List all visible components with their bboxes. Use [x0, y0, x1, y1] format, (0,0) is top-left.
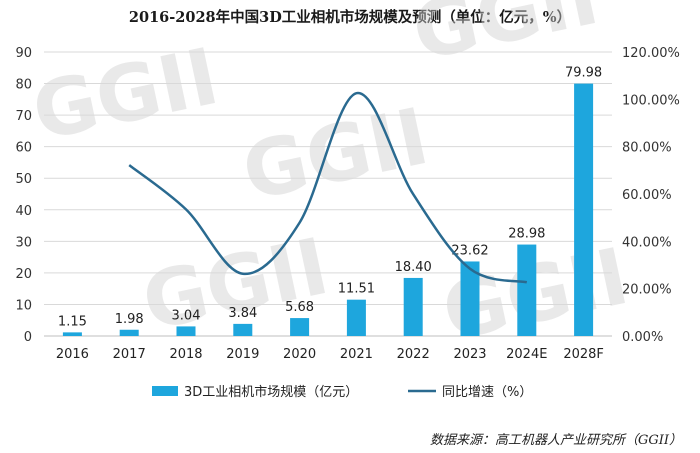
bar: [460, 261, 480, 336]
y-left-tick-label: 90: [15, 46, 32, 61]
y-right-tick-label: 60.00%: [622, 188, 672, 203]
legend-bar-label: 3D工业相机市场规模（亿元）: [184, 384, 358, 400]
bar-data-label: 23.62: [451, 243, 488, 258]
chart-title: 2016-2028年中国3D工业相机市场规模及预测（单位：亿元，%）: [128, 9, 572, 26]
bar: [517, 244, 537, 336]
bar: [403, 277, 423, 336]
bar-data-label: 79.98: [565, 66, 602, 81]
x-tick-label: 2019: [226, 347, 259, 362]
watermark-text: GGII: [235, 92, 436, 219]
bar-data-label: 3.84: [228, 306, 257, 321]
bar: [176, 326, 196, 336]
bar-data-label: 28.98: [508, 227, 545, 242]
y-left-tick-label: 70: [15, 109, 32, 124]
bar-data-label: 18.40: [395, 260, 432, 275]
bar-data-label: 5.68: [285, 300, 314, 315]
source-note: 数据来源：高工机器人产业研究所（GGII）: [429, 433, 682, 448]
y-left-tick-label: 20: [15, 267, 32, 282]
x-tick-label: 2018: [169, 347, 202, 362]
bar: [62, 332, 82, 336]
y-right-tick-label: 80.00%: [622, 141, 672, 156]
bar-data-label: 1.98: [115, 312, 144, 327]
x-tick-label: 2017: [113, 347, 146, 362]
legend-bar-swatch: [152, 386, 178, 396]
y-left-tick-label: 30: [15, 235, 32, 250]
x-tick-label: 2028F: [563, 347, 604, 362]
y-left-tick-label: 0: [24, 330, 32, 345]
bar: [346, 299, 366, 336]
bar-data-label: 11.51: [338, 282, 375, 297]
x-tick-label: 2016: [56, 347, 89, 362]
y-left-tick-label: 40: [15, 204, 32, 219]
y-left-tick-label: 50: [15, 172, 32, 187]
y-right-tick-label: 0.00%: [622, 330, 663, 345]
x-tick-label: 2021: [340, 347, 373, 362]
bar: [290, 318, 310, 336]
x-tick-label: 2022: [397, 347, 430, 362]
x-tick-label: 2024E: [506, 347, 547, 362]
legend-line-label: 同比增速（%）: [442, 385, 532, 400]
bar: [574, 83, 594, 336]
watermark-text: GGII: [25, 32, 226, 159]
y-right-tick-label: 120.00%: [622, 46, 680, 61]
bar-data-label: 3.04: [172, 308, 201, 323]
x-tick-label: 2023: [453, 347, 486, 362]
bar: [233, 323, 253, 336]
growth-rate-line: [128, 91, 528, 284]
y-left-tick-label: 10: [15, 298, 32, 313]
y-right-tick-label: 40.00%: [622, 235, 672, 250]
bar: [119, 329, 139, 336]
y-right-tick-label: 100.00%: [622, 93, 680, 108]
y-right-tick-label: 20.00%: [622, 283, 672, 298]
bar-data-label: 1.15: [58, 314, 87, 329]
y-left-tick-label: 60: [15, 141, 32, 156]
x-tick-label: 2020: [283, 347, 316, 362]
y-left-tick-label: 80: [15, 78, 32, 93]
